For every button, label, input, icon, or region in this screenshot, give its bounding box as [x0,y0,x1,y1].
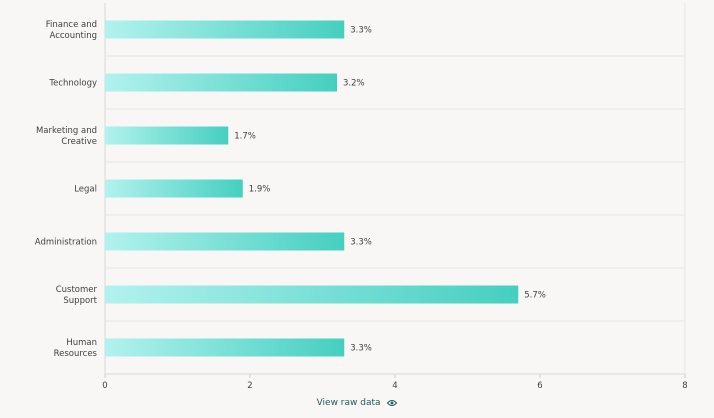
x-tick-label: 4 [392,381,397,391]
category-label: Legal [74,185,97,195]
category-label: Marketing and Creative [36,126,97,147]
category-label: Finance and Accounting [46,20,97,41]
value-label: 5.7% [524,291,546,301]
value-label: 3.3% [350,344,372,354]
x-tick-label: 6 [537,381,542,391]
value-label: 1.9% [249,185,271,195]
x-axis-ticks: 0 2 4 6 8 [102,374,688,391]
bar[interactable] [105,179,243,198]
value-label: 3.3% [350,26,372,36]
bar[interactable] [105,20,345,39]
bar[interactable] [105,73,337,92]
x-tick-label: 2 [247,381,252,391]
view-raw-data-link[interactable]: View raw data [0,398,714,409]
eye-icon [387,400,398,406]
value-label: 3.3% [350,238,372,248]
category-label: Administration [35,238,97,248]
value-label: 3.2% [343,79,365,89]
category-label: Human Resources [54,338,98,359]
category-label: Technology [48,79,97,89]
category-label: Customer Support [56,285,98,306]
view-raw-data-label: View raw data [316,398,381,408]
value-label: 1.7% [234,132,256,142]
bar[interactable] [105,232,345,251]
x-tick-label: 0 [102,381,107,391]
bars: 3.3% 3.2% 1.7% 1.9% 3.3% 5.7% 3.3% [105,20,546,357]
bar[interactable] [105,285,519,304]
bar[interactable] [105,126,229,145]
category-labels: Finance and Accounting Technology Marketing… [35,20,98,359]
bar[interactable] [105,338,345,357]
x-tick-label: 8 [682,381,687,391]
